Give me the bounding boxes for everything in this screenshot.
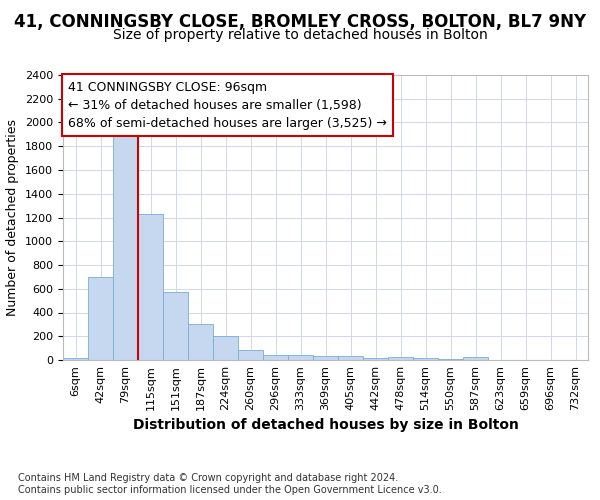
Bar xyxy=(188,324,213,360)
Text: 41, CONNINGSBY CLOSE, BROMLEY CROSS, BOLTON, BL7 9NY: 41, CONNINGSBY CLOSE, BROMLEY CROSS, BOL… xyxy=(14,12,586,30)
Bar xyxy=(463,358,488,360)
Bar xyxy=(288,355,313,360)
Bar xyxy=(138,214,163,360)
Bar xyxy=(263,354,288,360)
Bar xyxy=(413,358,438,360)
Bar xyxy=(113,128,138,360)
Y-axis label: Number of detached properties: Number of detached properties xyxy=(7,119,19,316)
Bar xyxy=(163,292,188,360)
Bar xyxy=(238,350,263,360)
Bar xyxy=(338,356,363,360)
Text: Size of property relative to detached houses in Bolton: Size of property relative to detached ho… xyxy=(113,28,487,42)
X-axis label: Distribution of detached houses by size in Bolton: Distribution of detached houses by size … xyxy=(133,418,518,432)
Text: Contains HM Land Registry data © Crown copyright and database right 2024.
Contai: Contains HM Land Registry data © Crown c… xyxy=(18,474,442,495)
Bar xyxy=(313,356,338,360)
Bar xyxy=(213,336,238,360)
Bar xyxy=(388,357,413,360)
Bar xyxy=(88,277,113,360)
Bar xyxy=(363,358,388,360)
Bar xyxy=(63,358,88,360)
Text: 41 CONNINGSBY CLOSE: 96sqm
← 31% of detached houses are smaller (1,598)
68% of s: 41 CONNINGSBY CLOSE: 96sqm ← 31% of deta… xyxy=(68,80,387,130)
